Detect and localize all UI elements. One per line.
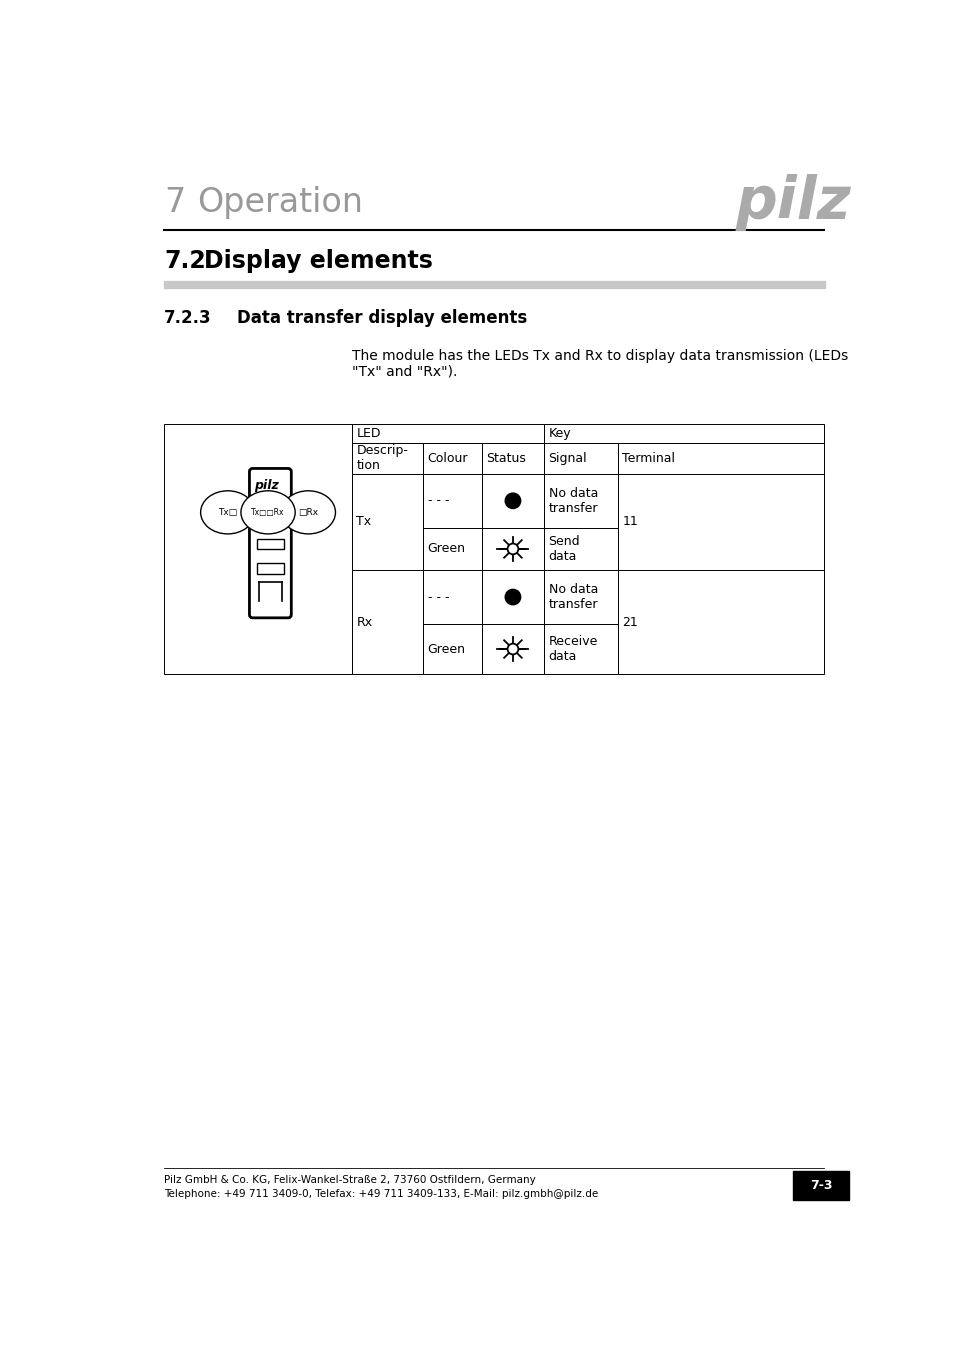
Bar <box>164 281 823 288</box>
Text: Operation: Operation <box>196 185 362 219</box>
Bar <box>164 424 352 674</box>
Text: "Tx" and "Rx").: "Tx" and "Rx"). <box>352 364 456 378</box>
Text: No data
transfer: No data transfer <box>548 487 598 514</box>
Text: LED: LED <box>356 427 380 440</box>
Bar <box>793 1170 848 1200</box>
Bar <box>257 539 283 549</box>
Bar <box>617 443 823 474</box>
Bar <box>422 528 481 570</box>
Text: The module has the LEDs Tx and Rx to display data transmission (LEDs: The module has the LEDs Tx and Rx to dis… <box>352 350 847 363</box>
Text: 7-3: 7-3 <box>809 1179 832 1192</box>
Text: 7: 7 <box>164 185 185 219</box>
Bar <box>481 443 543 474</box>
Text: Tx: Tx <box>356 516 371 528</box>
Text: 7.2.3: 7.2.3 <box>164 309 212 327</box>
Ellipse shape <box>200 491 254 533</box>
Text: Tx□□Rx: Tx□□Rx <box>251 508 285 517</box>
Text: Pilz GmbH & Co. KG, Felix-Wankel-Straße 2, 73760 Ostfildern, Germany: Pilz GmbH & Co. KG, Felix-Wankel-Straße … <box>164 1174 536 1185</box>
Text: Colour: Colour <box>427 452 468 464</box>
Bar <box>352 474 422 570</box>
Bar <box>422 474 481 528</box>
Text: Telephone: +49 711 3409-0, Telefax: +49 711 3409-133, E-Mail: pilz.gmbh@pilz.de: Telephone: +49 711 3409-0, Telefax: +49 … <box>164 1189 598 1199</box>
Bar <box>481 570 543 624</box>
Text: 7.2: 7.2 <box>164 248 206 273</box>
Circle shape <box>505 493 520 509</box>
Text: Receive
data: Receive data <box>548 634 598 663</box>
Bar <box>543 424 823 443</box>
Text: pilz: pilz <box>735 174 850 231</box>
Text: Send
data: Send data <box>548 535 579 563</box>
Bar <box>481 624 543 674</box>
Text: Descrip-
tion: Descrip- tion <box>356 444 408 472</box>
Bar <box>543 443 617 474</box>
Text: Signal: Signal <box>548 452 587 464</box>
Text: Tx□: Tx□ <box>218 508 237 517</box>
Text: 21: 21 <box>621 616 638 629</box>
Bar <box>352 424 543 443</box>
Text: Terminal: Terminal <box>621 452 675 464</box>
Bar <box>617 474 823 570</box>
Bar <box>543 570 617 624</box>
Bar <box>543 624 617 674</box>
Bar <box>352 443 422 474</box>
FancyBboxPatch shape <box>249 468 291 618</box>
Text: □Rx: □Rx <box>298 508 318 517</box>
Text: pilz: pilz <box>253 479 278 491</box>
Text: No data
transfer: No data transfer <box>548 583 598 612</box>
Ellipse shape <box>241 491 294 533</box>
Text: Green: Green <box>427 643 465 656</box>
Bar <box>422 570 481 624</box>
Bar <box>257 563 283 574</box>
Bar <box>481 528 543 570</box>
Bar <box>543 528 617 570</box>
Text: Key: Key <box>548 427 571 440</box>
Text: Status: Status <box>486 452 526 464</box>
Circle shape <box>505 590 520 605</box>
Text: Rx: Rx <box>356 616 372 629</box>
Text: Green: Green <box>427 543 465 555</box>
Bar <box>481 474 543 528</box>
Bar <box>422 443 481 474</box>
Text: - - -: - - - <box>427 590 449 603</box>
Text: Data transfer display elements: Data transfer display elements <box>236 309 527 327</box>
Text: Display elements: Display elements <box>204 248 433 273</box>
Bar <box>352 570 422 674</box>
Bar <box>422 624 481 674</box>
Ellipse shape <box>281 491 335 533</box>
Text: 11: 11 <box>621 516 638 528</box>
Bar <box>543 474 617 528</box>
Text: - - -: - - - <box>427 494 449 508</box>
Bar <box>617 570 823 674</box>
